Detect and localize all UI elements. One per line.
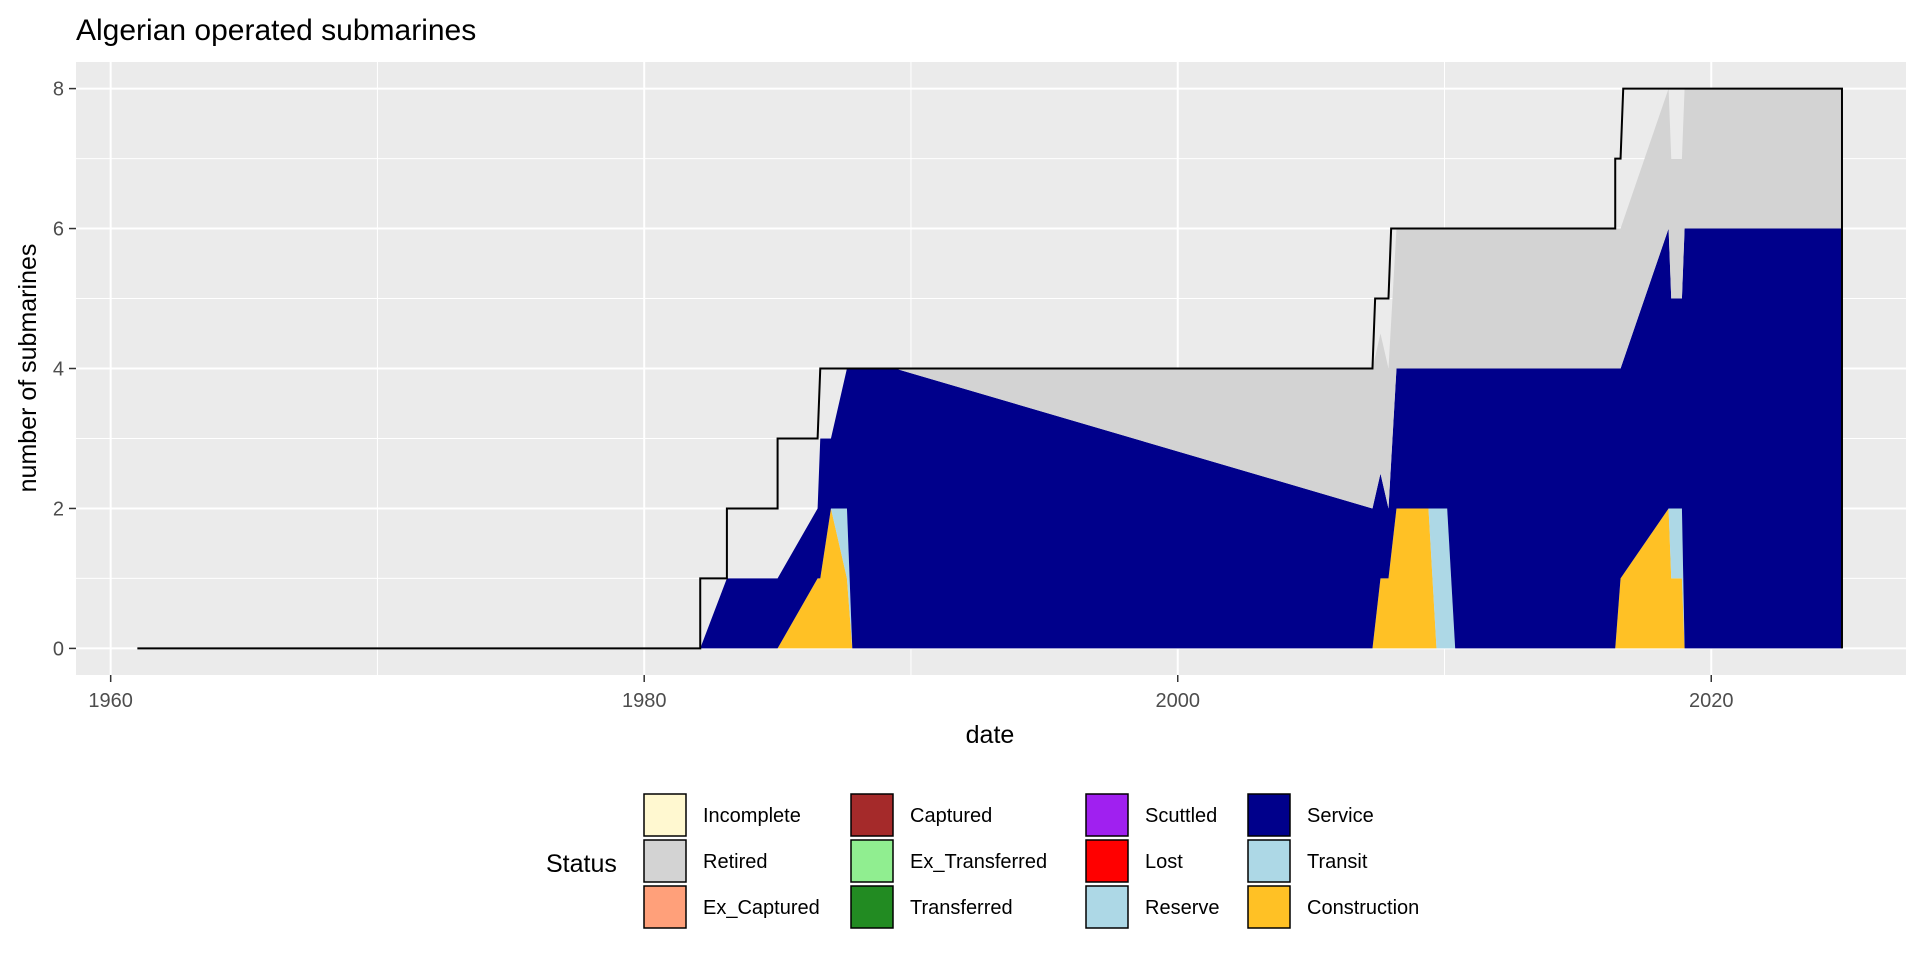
legend-key-ex-transferred: [850, 839, 894, 883]
legend-item-incomplete: Incomplete: [643, 793, 801, 837]
y-axis: 0 2 4 6 8: [53, 79, 76, 660]
chart-title: Algerian operated submarines: [76, 14, 476, 47]
legend-label-lost: Lost: [1145, 851, 1183, 873]
legend-label-captured: Captured: [910, 805, 992, 827]
legend-key-service: [1247, 793, 1291, 837]
legend-key-scuttled: [1085, 793, 1129, 837]
y-tick-label: 2: [53, 498, 64, 520]
legend-key-captured: [850, 793, 894, 837]
x-axis-title: date: [966, 721, 1015, 749]
legend-item-retired: Retired: [643, 839, 767, 883]
legend-item-lost: Lost: [1085, 839, 1183, 883]
legend-label-scuttled: Scuttled: [1145, 805, 1217, 827]
legend-item-service: Service: [1247, 793, 1374, 837]
legend-label-incomplete: Incomplete: [703, 805, 801, 827]
legend-item-reserve: Reserve: [1085, 885, 1219, 929]
legend-label-reserve: Reserve: [1145, 897, 1219, 919]
x-tick-label: 2000: [1155, 690, 1200, 712]
y-tick-label: 6: [53, 219, 64, 241]
legend-key-ex-captured: [643, 885, 687, 929]
x-tick-label: 1960: [88, 690, 133, 712]
legend-key-reserve: [1085, 885, 1129, 929]
legend-key-transit: [1247, 839, 1291, 883]
x-tick-label: 1980: [622, 690, 667, 712]
legend-label-transit: Transit: [1307, 851, 1368, 873]
legend-item-ex-captured: Ex_Captured: [643, 885, 820, 929]
legend-title: Status: [546, 850, 617, 878]
y-axis-title: number of submarines: [14, 244, 42, 493]
legend-item-transferred: Transferred: [850, 885, 1013, 929]
legend-entries: Incomplete Retired Ex_Captured Captured Ex_T…: [643, 793, 1419, 929]
y-tick-label: 0: [53, 638, 64, 660]
legend-item-scuttled: Scuttled: [1085, 793, 1217, 837]
legend-item-ex-transferred: Ex_Transferred: [850, 839, 1047, 883]
legend-key-incomplete: [643, 793, 687, 837]
legend-key-transferred: [850, 885, 894, 929]
legend-label-service: Service: [1307, 805, 1374, 827]
x-tick-label: 2020: [1689, 690, 1734, 712]
legend-key-retired: [643, 839, 687, 883]
legend: Status Incomplete Retired Ex_Captured Captu…: [546, 793, 1419, 929]
legend-item-construction: Construction: [1247, 885, 1419, 929]
y-tick-label: 8: [53, 79, 64, 101]
total-outline: [137, 87, 1843, 650]
area-service: [137, 228, 1842, 649]
legend-label-retired: Retired: [703, 851, 767, 873]
legend-label-transferred: Transferred: [910, 897, 1013, 919]
area-construction: [137, 508, 1842, 649]
x-axis: 1960 1980 2000 2020: [88, 675, 1734, 712]
legend-item-transit: Transit: [1247, 839, 1368, 883]
legend-key-lost: [1085, 839, 1129, 883]
legend-key-construction: [1247, 885, 1291, 929]
legend-item-captured: Captured: [850, 793, 992, 837]
legend-label-ex-captured: Ex_Captured: [703, 897, 820, 919]
legend-label-ex-transferred: Ex_Transferred: [910, 851, 1047, 873]
legend-label-construction: Construction: [1307, 897, 1419, 919]
area-transit: [137, 508, 1842, 649]
y-tick-label: 4: [53, 359, 64, 381]
